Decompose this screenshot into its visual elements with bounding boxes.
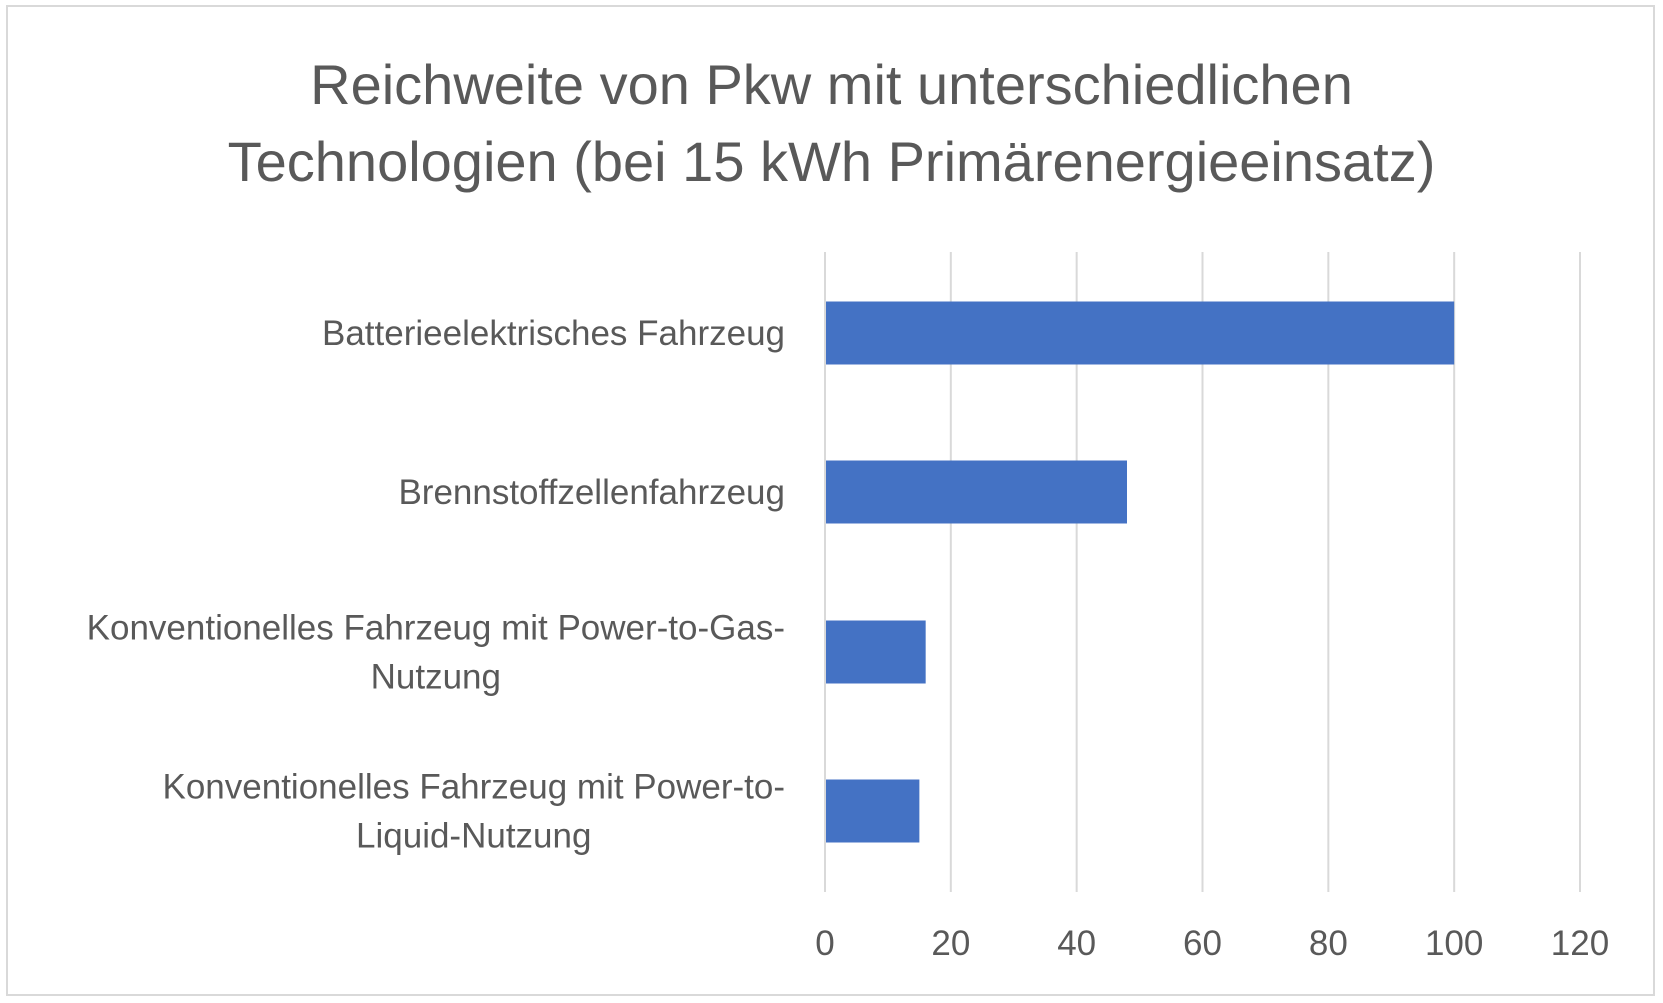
x-tick-label: 120 bbox=[1551, 924, 1609, 963]
bar-1 bbox=[825, 301, 1455, 365]
category-label: Batterieelektrisches Fahrzeug bbox=[322, 314, 785, 353]
category-label: Liquid-Nutzung bbox=[356, 817, 591, 856]
category-label: Konventionelles Fahrzeug mit Power-to- bbox=[162, 768, 785, 807]
x-tick-label: 0 bbox=[815, 924, 834, 963]
bar-2 bbox=[825, 460, 1127, 524]
category-label: Konventionelles Fahrzeug mit Power-to-Ga… bbox=[87, 609, 785, 648]
category-label: Brennstoffzellenfahrzeug bbox=[398, 473, 785, 512]
x-tick-label: 100 bbox=[1425, 924, 1483, 963]
x-tick-label: 40 bbox=[1057, 924, 1096, 963]
x-tick-label: 60 bbox=[1183, 924, 1222, 963]
x-tick-label: 20 bbox=[931, 924, 970, 963]
chart-title-line-1: Reichweite von Pkw mit unterschiedlichen bbox=[310, 53, 1353, 116]
chart-title: Reichweite von Pkw mit unterschiedlichen… bbox=[0, 46, 1663, 200]
category-label: Nutzung bbox=[371, 658, 501, 697]
x-tick-label: 80 bbox=[1309, 924, 1348, 963]
bar-4 bbox=[825, 779, 920, 843]
chart-title-line-2: Technologien (bei 15 kWh Primärenergieei… bbox=[227, 130, 1436, 193]
bar-3 bbox=[825, 620, 926, 684]
